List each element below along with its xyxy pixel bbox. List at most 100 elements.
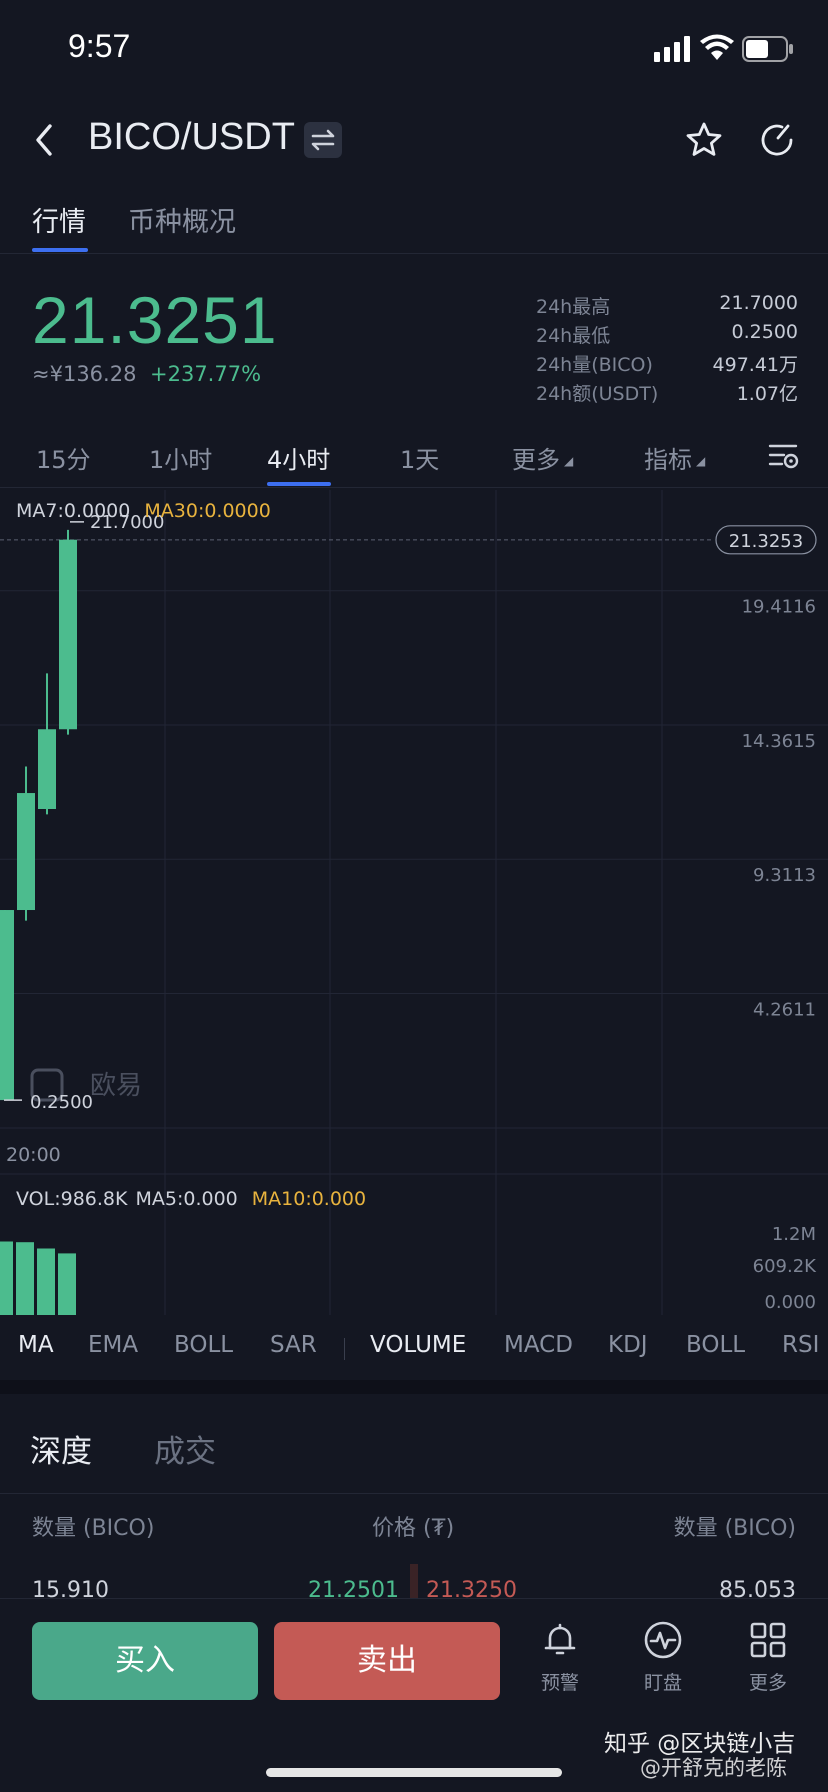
indicator-rsi[interactable]: RSI <box>782 1332 820 1358</box>
y-tick-label: 14.3615 <box>742 731 816 752</box>
low-label: 0.2500 <box>30 1092 93 1113</box>
indicator-ma[interactable]: MA <box>18 1332 54 1358</box>
volume-legend: VOL:986.8K MA5:0.000 MA10:0.000 <box>16 1188 366 1210</box>
stat-row: 24h量(BICO) 497.41万 <box>536 350 798 379</box>
depth-bar <box>410 1564 418 1600</box>
cellular-signal-icon <box>654 36 690 62</box>
watermark-logo-icon <box>30 1068 64 1102</box>
chart-settings-icon[interactable] <box>768 440 800 472</box>
wifi-icon <box>700 34 734 60</box>
battery-icon <box>742 36 793 62</box>
grid-icon <box>750 1622 786 1658</box>
buy-button[interactable]: 买入 <box>32 1622 258 1700</box>
depth-header: 数量 (BICO) 价格 (₮) 数量 (BICO) <box>0 1510 828 1550</box>
sell-button[interactable]: 卖出 <box>274 1622 500 1700</box>
back-chevron-icon[interactable] <box>30 122 60 158</box>
ma-legend: MA7:0.0000 MA30:0.0000 <box>16 500 271 522</box>
stat-value: 1.07亿 <box>736 383 798 405</box>
stat-label: 24h额(USDT) <box>536 383 659 405</box>
depth-tabs: 深度 成交 <box>0 1394 828 1494</box>
tab-market[interactable]: 行情 <box>32 207 86 238</box>
volume-bar <box>0 1241 13 1315</box>
volume-chart: 1.2M 609.2K 0.000 <box>0 1180 818 1315</box>
indicator-kdj[interactable]: KDJ <box>608 1332 648 1358</box>
stat-label: 24h量(BICO) <box>536 354 653 376</box>
watch-label: 盯盘 <box>643 1672 682 1694</box>
interval-1h[interactable]: 1小时 <box>149 446 213 474</box>
indicator-menu[interactable]: 指标 ◢ <box>644 440 705 475</box>
stat-value: 0.2500 <box>731 321 798 343</box>
indicator-sar[interactable]: SAR <box>270 1332 317 1358</box>
caret-down-icon: ◢ <box>564 454 574 468</box>
page-tabs: 行情 币种概况 <box>0 190 828 254</box>
interval-bar: 15分 1小时 4小时 1天 更多 ◢ 指标 ◢ <box>0 430 828 488</box>
pair-title[interactable]: BICO/USDT <box>88 116 295 158</box>
candle-body <box>0 910 14 1101</box>
watch-button[interactable]: 盯盘 <box>623 1620 703 1695</box>
vol-value: VOL:986.8K <box>16 1188 128 1210</box>
indicator-boll[interactable]: BOLL <box>174 1332 234 1358</box>
alert-button[interactable]: 预警 <box>520 1620 600 1695</box>
active-interval-indicator <box>267 482 331 486</box>
bell-icon <box>544 1623 576 1655</box>
tab-trades[interactable]: 成交 <box>154 1434 216 1470</box>
current-price-tag <box>715 525 817 555</box>
stat-label: 24h最低 <box>536 325 611 347</box>
kline-chart[interactable]: 19.4116 14.3615 9.3113 4.2611 欧易 21.3253 21.70… <box>0 490 828 1180</box>
indicator-selector: MA EMA BOLL SAR VOLUME MACD KDJ BOLL RSI <box>0 1316 828 1380</box>
swap-arrows-icon[interactable] <box>304 122 342 158</box>
watermark-text: 欧易 <box>90 1071 142 1101</box>
indicator-ema[interactable]: EMA <box>88 1332 139 1358</box>
interval-more-label: 更多 <box>512 446 560 474</box>
ma7-value: MA7:0.0000 <box>16 500 131 522</box>
alert-label: 预警 <box>540 1672 579 1694</box>
interval-15m[interactable]: 15分 <box>36 446 91 474</box>
volume-bar <box>58 1253 76 1315</box>
y-tick-label: 4.2611 <box>753 999 816 1020</box>
candle-body <box>17 793 35 911</box>
interval-4h[interactable]: 4小时 <box>267 446 331 474</box>
price-change-percent: +237.77% <box>150 362 262 386</box>
status-time: 9:57 <box>68 28 131 64</box>
tab-depth[interactable]: 深度 <box>30 1434 92 1470</box>
more-button[interactable]: 更多 <box>728 1620 808 1695</box>
interval-more[interactable]: 更多 ◢ <box>512 440 573 475</box>
stat-label: 24h最高 <box>536 296 611 318</box>
current-price-label: 21.3253 <box>729 531 803 552</box>
24h-stats: 24h最高 21.7000 24h最低 0.2500 24h量(BICO) 497.4… <box>536 292 798 408</box>
y-tick-label: 19.4116 <box>742 597 816 618</box>
stat-row: 24h最低 0.2500 <box>536 321 798 350</box>
cny-price: ≈¥136.28 <box>32 362 137 386</box>
divider <box>344 1338 345 1360</box>
stat-row: 24h额(USDT) 1.07亿 <box>536 379 798 408</box>
volume-tick-label: 609.2K <box>753 1256 818 1277</box>
more-label: 更多 <box>748 1672 787 1694</box>
interval-1d[interactable]: 1天 <box>400 446 440 474</box>
stat-value: 497.41万 <box>712 354 798 376</box>
caret-down-icon: ◢ <box>696 454 706 468</box>
high-label: 21.7000 <box>90 512 164 533</box>
overlay-watermark: 知乎 @区块链小吉 <box>604 1731 796 1757</box>
x-axis-label: 20:00 <box>6 1144 61 1166</box>
bid-qty-header: 数量 (BICO) <box>32 1516 155 1541</box>
indicator-boll-sub[interactable]: BOLL <box>686 1332 746 1358</box>
last-price: 21.3251 <box>32 283 278 357</box>
overlay-watermark-2: @开舒克的老陈 <box>640 1756 787 1780</box>
indicator-volume[interactable]: VOLUME <box>370 1332 467 1358</box>
stat-value: 21.7000 <box>719 292 798 314</box>
volume-bar <box>37 1248 55 1315</box>
volume-bar <box>16 1242 34 1315</box>
ma10-value: MA10:0.000 <box>251 1188 367 1210</box>
favorite-star-icon[interactable] <box>684 120 724 160</box>
indicator-macd[interactable]: MACD <box>504 1332 573 1358</box>
y-tick-label: 9.3113 <box>753 865 816 886</box>
tab-coin-overview[interactable]: 币种概况 <box>128 207 236 238</box>
share-icon[interactable] <box>758 120 796 160</box>
active-tab-indicator <box>32 248 88 252</box>
indicator-menu-label: 指标 <box>644 446 692 474</box>
pulse-icon <box>644 1621 682 1659</box>
candle-body <box>38 729 56 809</box>
stat-row: 24h最高 21.7000 <box>536 292 798 321</box>
volume-tick-label: 1.2M <box>772 1224 816 1245</box>
home-indicator <box>266 1768 562 1777</box>
